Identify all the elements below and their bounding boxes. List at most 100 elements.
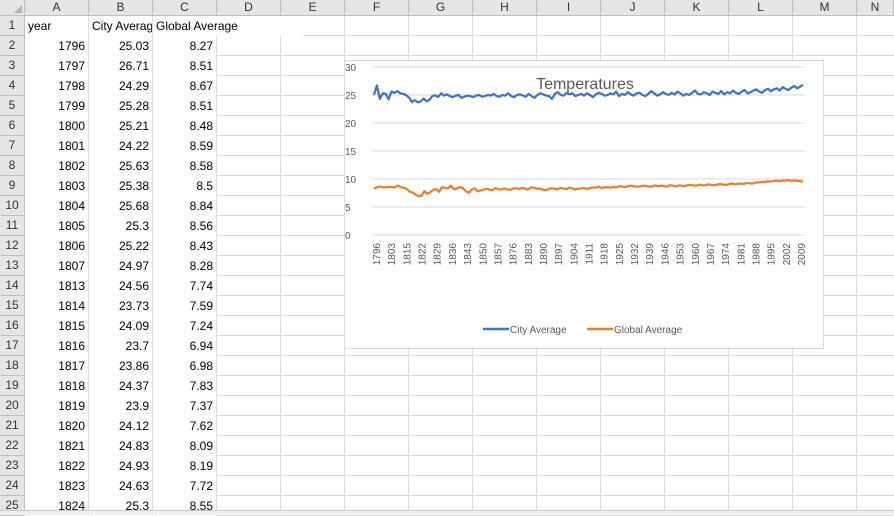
cell-city-average[interactable]: 24.83 <box>89 436 152 456</box>
row-header-11[interactable]: 11 <box>0 216 25 236</box>
cell-city-average[interactable]: 25.63 <box>89 156 152 176</box>
cell-city-average[interactable]: 23.73 <box>89 296 152 316</box>
cell-year[interactable]: 1823 <box>25 476 88 496</box>
row-header-8[interactable]: 8 <box>0 156 25 176</box>
cell-global-average[interactable]: 8.28 <box>153 256 216 276</box>
column-header-a[interactable]: A <box>25 0 89 16</box>
cell-city-average[interactable]: 23.9 <box>89 396 152 416</box>
cell-global-average[interactable]: 8.56 <box>153 216 216 236</box>
cell-city-average[interactable]: 25.38 <box>89 176 152 196</box>
cell-city-average[interactable]: 24.12 <box>89 416 152 436</box>
row-header-21[interactable]: 21 <box>0 416 25 436</box>
column-header-h[interactable]: H <box>473 0 537 16</box>
cell-year[interactable]: 1821 <box>25 436 88 456</box>
cell-year[interactable]: 1815 <box>25 316 88 336</box>
cell-year[interactable]: 1817 <box>25 356 88 376</box>
cell-global-average[interactable]: 7.24 <box>153 316 216 336</box>
cell-city-average[interactable]: 24.22 <box>89 136 152 156</box>
column-header-n[interactable]: N <box>857 0 894 16</box>
cell-global-average[interactable]: 8.09 <box>153 436 216 456</box>
cell-year[interactable]: 1820 <box>25 416 88 436</box>
cell-year[interactable]: 1818 <box>25 376 88 396</box>
cell-year[interactable]: 1807 <box>25 256 88 276</box>
cell-global-average[interactable]: 8.19 <box>153 456 216 476</box>
row-header-24[interactable]: 24 <box>0 476 25 496</box>
cell-global-average[interactable]: 8.48 <box>153 116 216 136</box>
cell-city-average[interactable]: 25.3 <box>89 216 152 236</box>
cell-year[interactable]: 1822 <box>25 456 88 476</box>
select-all-corner[interactable] <box>0 0 25 16</box>
row-header-20[interactable]: 20 <box>0 396 25 416</box>
column-header-g[interactable]: G <box>409 0 473 16</box>
column-header-d[interactable]: D <box>217 0 281 16</box>
cell-global-average[interactable]: 8.5 <box>153 176 216 196</box>
row-header-10[interactable]: 10 <box>0 196 25 216</box>
cell-year[interactable]: 1819 <box>25 396 88 416</box>
cell-city-average[interactable]: 24.29 <box>89 76 152 96</box>
cell-year[interactable]: 1814 <box>25 296 88 316</box>
row-header-9[interactable]: 9 <box>0 176 25 196</box>
cell-year[interactable]: 1803 <box>25 176 88 196</box>
cell-year[interactable]: 1800 <box>25 116 88 136</box>
row-header-3[interactable]: 3 <box>0 56 25 76</box>
cell-year[interactable]: 1799 <box>25 96 88 116</box>
cell-city-average[interactable]: 23.7 <box>89 336 152 356</box>
cell-city-average[interactable]: 24.56 <box>89 276 152 296</box>
row-header-16[interactable]: 16 <box>0 316 25 336</box>
column-header-k[interactable]: K <box>665 0 729 16</box>
cell-global-average[interactable]: 7.83 <box>153 376 216 396</box>
cell-city-average[interactable]: 25.21 <box>89 116 152 136</box>
cell-global-average[interactable]: 8.43 <box>153 236 216 256</box>
cell-global-average[interactable]: 8.51 <box>153 96 216 116</box>
row-header-23[interactable]: 23 <box>0 456 25 476</box>
row-header-12[interactable]: 12 <box>0 236 25 256</box>
cell-global-average[interactable]: 7.72 <box>153 476 216 496</box>
cell-year[interactable]: 1816 <box>25 336 88 356</box>
cell-city-average[interactable]: 24.09 <box>89 316 152 336</box>
cell-city-average[interactable]: 25.28 <box>89 96 152 116</box>
cell-city-average[interactable]: 24.37 <box>89 376 152 396</box>
row-header-7[interactable]: 7 <box>0 136 25 156</box>
column-header-b[interactable]: B <box>89 0 153 16</box>
row-header-13[interactable]: 13 <box>0 256 25 276</box>
cell-year[interactable]: 1804 <box>25 196 88 216</box>
cell-year[interactable]: 1805 <box>25 216 88 236</box>
cell-global-average[interactable]: 8.59 <box>153 136 216 156</box>
cell-city-average[interactable]: 26.71 <box>89 56 152 76</box>
temperatures-chart[interactable]: 0 5 10 15 20 25 30 Temperatures 1796 1803 1815 1822… <box>344 60 824 349</box>
cell-c1[interactable]: Global Average <box>153 16 303 36</box>
column-header-f[interactable]: F <box>345 0 409 16</box>
row-header-4[interactable]: 4 <box>0 76 25 96</box>
cell-year[interactable]: 1796 <box>25 36 88 56</box>
cell-city-average[interactable]: 24.63 <box>89 476 152 496</box>
cell-city-average[interactable]: 24.93 <box>89 456 152 476</box>
cell-global-average[interactable]: 6.94 <box>153 336 216 356</box>
cell-city-average[interactable]: 25.68 <box>89 196 152 216</box>
cell-global-average[interactable]: 7.74 <box>153 276 216 296</box>
cell-global-average[interactable]: 7.62 <box>153 416 216 436</box>
cell-year[interactable]: 1806 <box>25 236 88 256</box>
cell-year[interactable]: 1798 <box>25 76 88 96</box>
cell-global-average[interactable]: 8.67 <box>153 76 216 96</box>
cell-a1[interactable]: year <box>25 16 88 36</box>
cell-global-average[interactable]: 8.84 <box>153 196 216 216</box>
row-header-2[interactable]: 2 <box>0 36 25 56</box>
cell-global-average[interactable]: 8.27 <box>153 36 216 56</box>
cell-year[interactable]: 1802 <box>25 156 88 176</box>
cell-city-average[interactable]: 25.03 <box>89 36 152 56</box>
row-header-22[interactable]: 22 <box>0 436 25 456</box>
row-header-14[interactable]: 14 <box>0 276 25 296</box>
cell-city-average[interactable]: 23.86 <box>89 356 152 376</box>
cell-b1[interactable]: City Average <box>89 16 152 36</box>
cell-city-average[interactable]: 24.97 <box>89 256 152 276</box>
cell-city-average[interactable]: 25.22 <box>89 236 152 256</box>
column-header-e[interactable]: E <box>281 0 345 16</box>
column-header-i[interactable]: I <box>537 0 601 16</box>
cell-global-average[interactable]: 8.51 <box>153 56 216 76</box>
cell-global-average[interactable]: 6.98 <box>153 356 216 376</box>
row-header-15[interactable]: 15 <box>0 296 25 316</box>
row-header-17[interactable]: 17 <box>0 336 25 356</box>
column-header-j[interactable]: J <box>601 0 665 16</box>
cell-global-average[interactable]: 7.37 <box>153 396 216 416</box>
cell-year[interactable]: 1801 <box>25 136 88 156</box>
